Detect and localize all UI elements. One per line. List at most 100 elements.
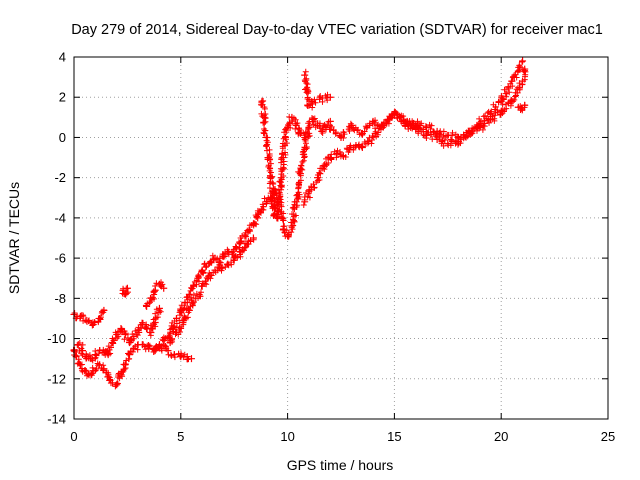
trace-marker bbox=[302, 189, 309, 196]
trace-marker bbox=[232, 254, 239, 261]
trace-marker bbox=[288, 229, 295, 236]
data-point bbox=[358, 129, 366, 137]
data-point bbox=[138, 320, 146, 328]
data-point bbox=[352, 141, 360, 149]
trace-marker bbox=[289, 216, 296, 223]
data-point bbox=[476, 123, 484, 131]
data-point bbox=[358, 144, 366, 151]
trace-marker bbox=[238, 238, 245, 245]
trace-marker bbox=[242, 244, 249, 251]
data-point bbox=[100, 365, 108, 373]
data-point bbox=[465, 129, 473, 137]
data-point bbox=[497, 97, 505, 105]
trace-marker bbox=[299, 166, 306, 173]
trace-marker bbox=[169, 335, 176, 342]
data-point bbox=[521, 101, 529, 109]
data-point bbox=[123, 284, 131, 292]
trace-marker bbox=[108, 344, 115, 351]
data-point bbox=[185, 290, 193, 298]
data-point bbox=[326, 93, 334, 101]
trace-marker bbox=[317, 170, 324, 177]
data-point bbox=[183, 353, 191, 361]
trace-marker bbox=[418, 120, 425, 127]
trace-marker bbox=[197, 289, 204, 296]
data-point bbox=[444, 139, 452, 147]
trace-marker bbox=[305, 133, 312, 140]
data-point bbox=[301, 146, 309, 154]
data-point bbox=[168, 325, 176, 332]
trace-marker bbox=[512, 93, 519, 100]
data-point bbox=[230, 256, 238, 264]
trace-marker bbox=[225, 262, 232, 269]
data-point bbox=[326, 117, 334, 125]
data-point bbox=[160, 337, 168, 345]
data-point bbox=[273, 214, 281, 222]
trace-marker bbox=[309, 101, 316, 108]
data-point bbox=[143, 302, 151, 310]
data-point bbox=[254, 214, 262, 222]
data-point bbox=[224, 248, 232, 256]
series-3 bbox=[74, 304, 164, 364]
data-point bbox=[508, 77, 516, 85]
trace-marker bbox=[483, 115, 490, 122]
data-point bbox=[281, 133, 289, 141]
data-point bbox=[401, 121, 409, 129]
trace-marker bbox=[286, 120, 293, 127]
series-layer bbox=[70, 57, 529, 390]
data-point bbox=[220, 252, 228, 260]
y-axis-label: SDTVAR / TECUs bbox=[6, 182, 22, 294]
trace-marker bbox=[154, 314, 161, 321]
data-point bbox=[211, 266, 219, 274]
trace-marker bbox=[294, 202, 301, 209]
trace-marker bbox=[325, 160, 332, 167]
data-point bbox=[89, 320, 97, 328]
data-point bbox=[147, 329, 155, 337]
data-point bbox=[85, 371, 93, 379]
data-point bbox=[160, 284, 168, 292]
trace-marker bbox=[278, 214, 285, 221]
trace-marker bbox=[118, 326, 125, 333]
trace-marker bbox=[304, 102, 311, 109]
data-point bbox=[151, 345, 159, 353]
data-point bbox=[117, 325, 125, 332]
data-point bbox=[309, 115, 317, 123]
data-point bbox=[380, 121, 388, 129]
data-point bbox=[271, 210, 279, 218]
data-point bbox=[113, 381, 121, 389]
data-point bbox=[211, 254, 219, 262]
data-point bbox=[155, 304, 163, 312]
data-point bbox=[444, 131, 452, 139]
data-point bbox=[277, 174, 285, 182]
x-tick-label: 0 bbox=[70, 429, 77, 444]
trace-marker bbox=[332, 129, 339, 136]
trace-marker bbox=[346, 128, 353, 135]
data-point bbox=[83, 316, 91, 324]
data-point bbox=[76, 361, 84, 369]
trace-marker bbox=[301, 136, 308, 143]
data-point bbox=[348, 121, 356, 129]
series-8 bbox=[166, 234, 257, 347]
data-point bbox=[271, 186, 279, 194]
data-point bbox=[305, 101, 313, 109]
trace-marker bbox=[462, 134, 469, 141]
trace-marker bbox=[146, 342, 153, 349]
trace-marker bbox=[449, 138, 456, 145]
data-point bbox=[177, 306, 185, 314]
trace-marker bbox=[193, 290, 200, 297]
data-point bbox=[267, 174, 275, 182]
trace-marker bbox=[305, 190, 312, 197]
data-point bbox=[185, 306, 193, 314]
trace-marker bbox=[491, 112, 498, 119]
data-point bbox=[134, 327, 142, 335]
data-point bbox=[288, 113, 296, 121]
y-tick-label: 0 bbox=[59, 130, 66, 145]
data-point bbox=[130, 333, 138, 341]
x-tick-label: 10 bbox=[280, 429, 294, 444]
y-tick-label: -2 bbox=[54, 170, 66, 185]
data-point bbox=[314, 121, 322, 129]
data-point bbox=[108, 379, 116, 387]
data-point bbox=[181, 298, 189, 306]
data-point bbox=[519, 57, 527, 65]
trace-marker bbox=[272, 188, 279, 195]
trace-marker bbox=[283, 140, 290, 147]
